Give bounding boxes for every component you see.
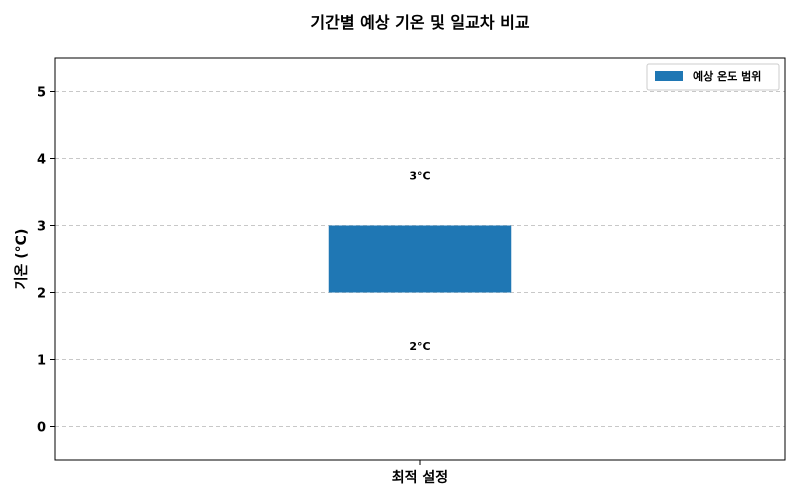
- y-tick-label: 3: [37, 220, 46, 235]
- bars: [328, 225, 512, 293]
- x-axis-ticks: 최적 설정: [392, 460, 448, 486]
- legend-label: 예상 온도 범위: [693, 69, 761, 83]
- legend: 예상 온도 범위: [646, 63, 780, 91]
- y-axis-ticks: 0 1 2 3 4 5: [37, 86, 55, 436]
- x-tick-label: 최적 설정: [392, 469, 448, 486]
- legend-box: [646, 63, 780, 91]
- chart-title: 기간별 예상 기온 및 일교차 비교: [310, 13, 529, 32]
- temperature-range-bar: [328, 225, 512, 293]
- high-temp-label: 3°C: [409, 169, 430, 182]
- y-tick-label: 1: [37, 354, 46, 369]
- legend-swatch: [655, 71, 683, 81]
- y-tick-label: 4: [37, 153, 46, 168]
- y-axis-label: 기온 (°C): [14, 229, 30, 290]
- data-labels: 3°C 2°C: [409, 169, 430, 353]
- low-temp-label: 2°C: [409, 340, 430, 353]
- y-tick-label: 2: [37, 287, 46, 302]
- y-tick-label: 0: [37, 421, 46, 436]
- y-tick-label: 5: [37, 86, 46, 101]
